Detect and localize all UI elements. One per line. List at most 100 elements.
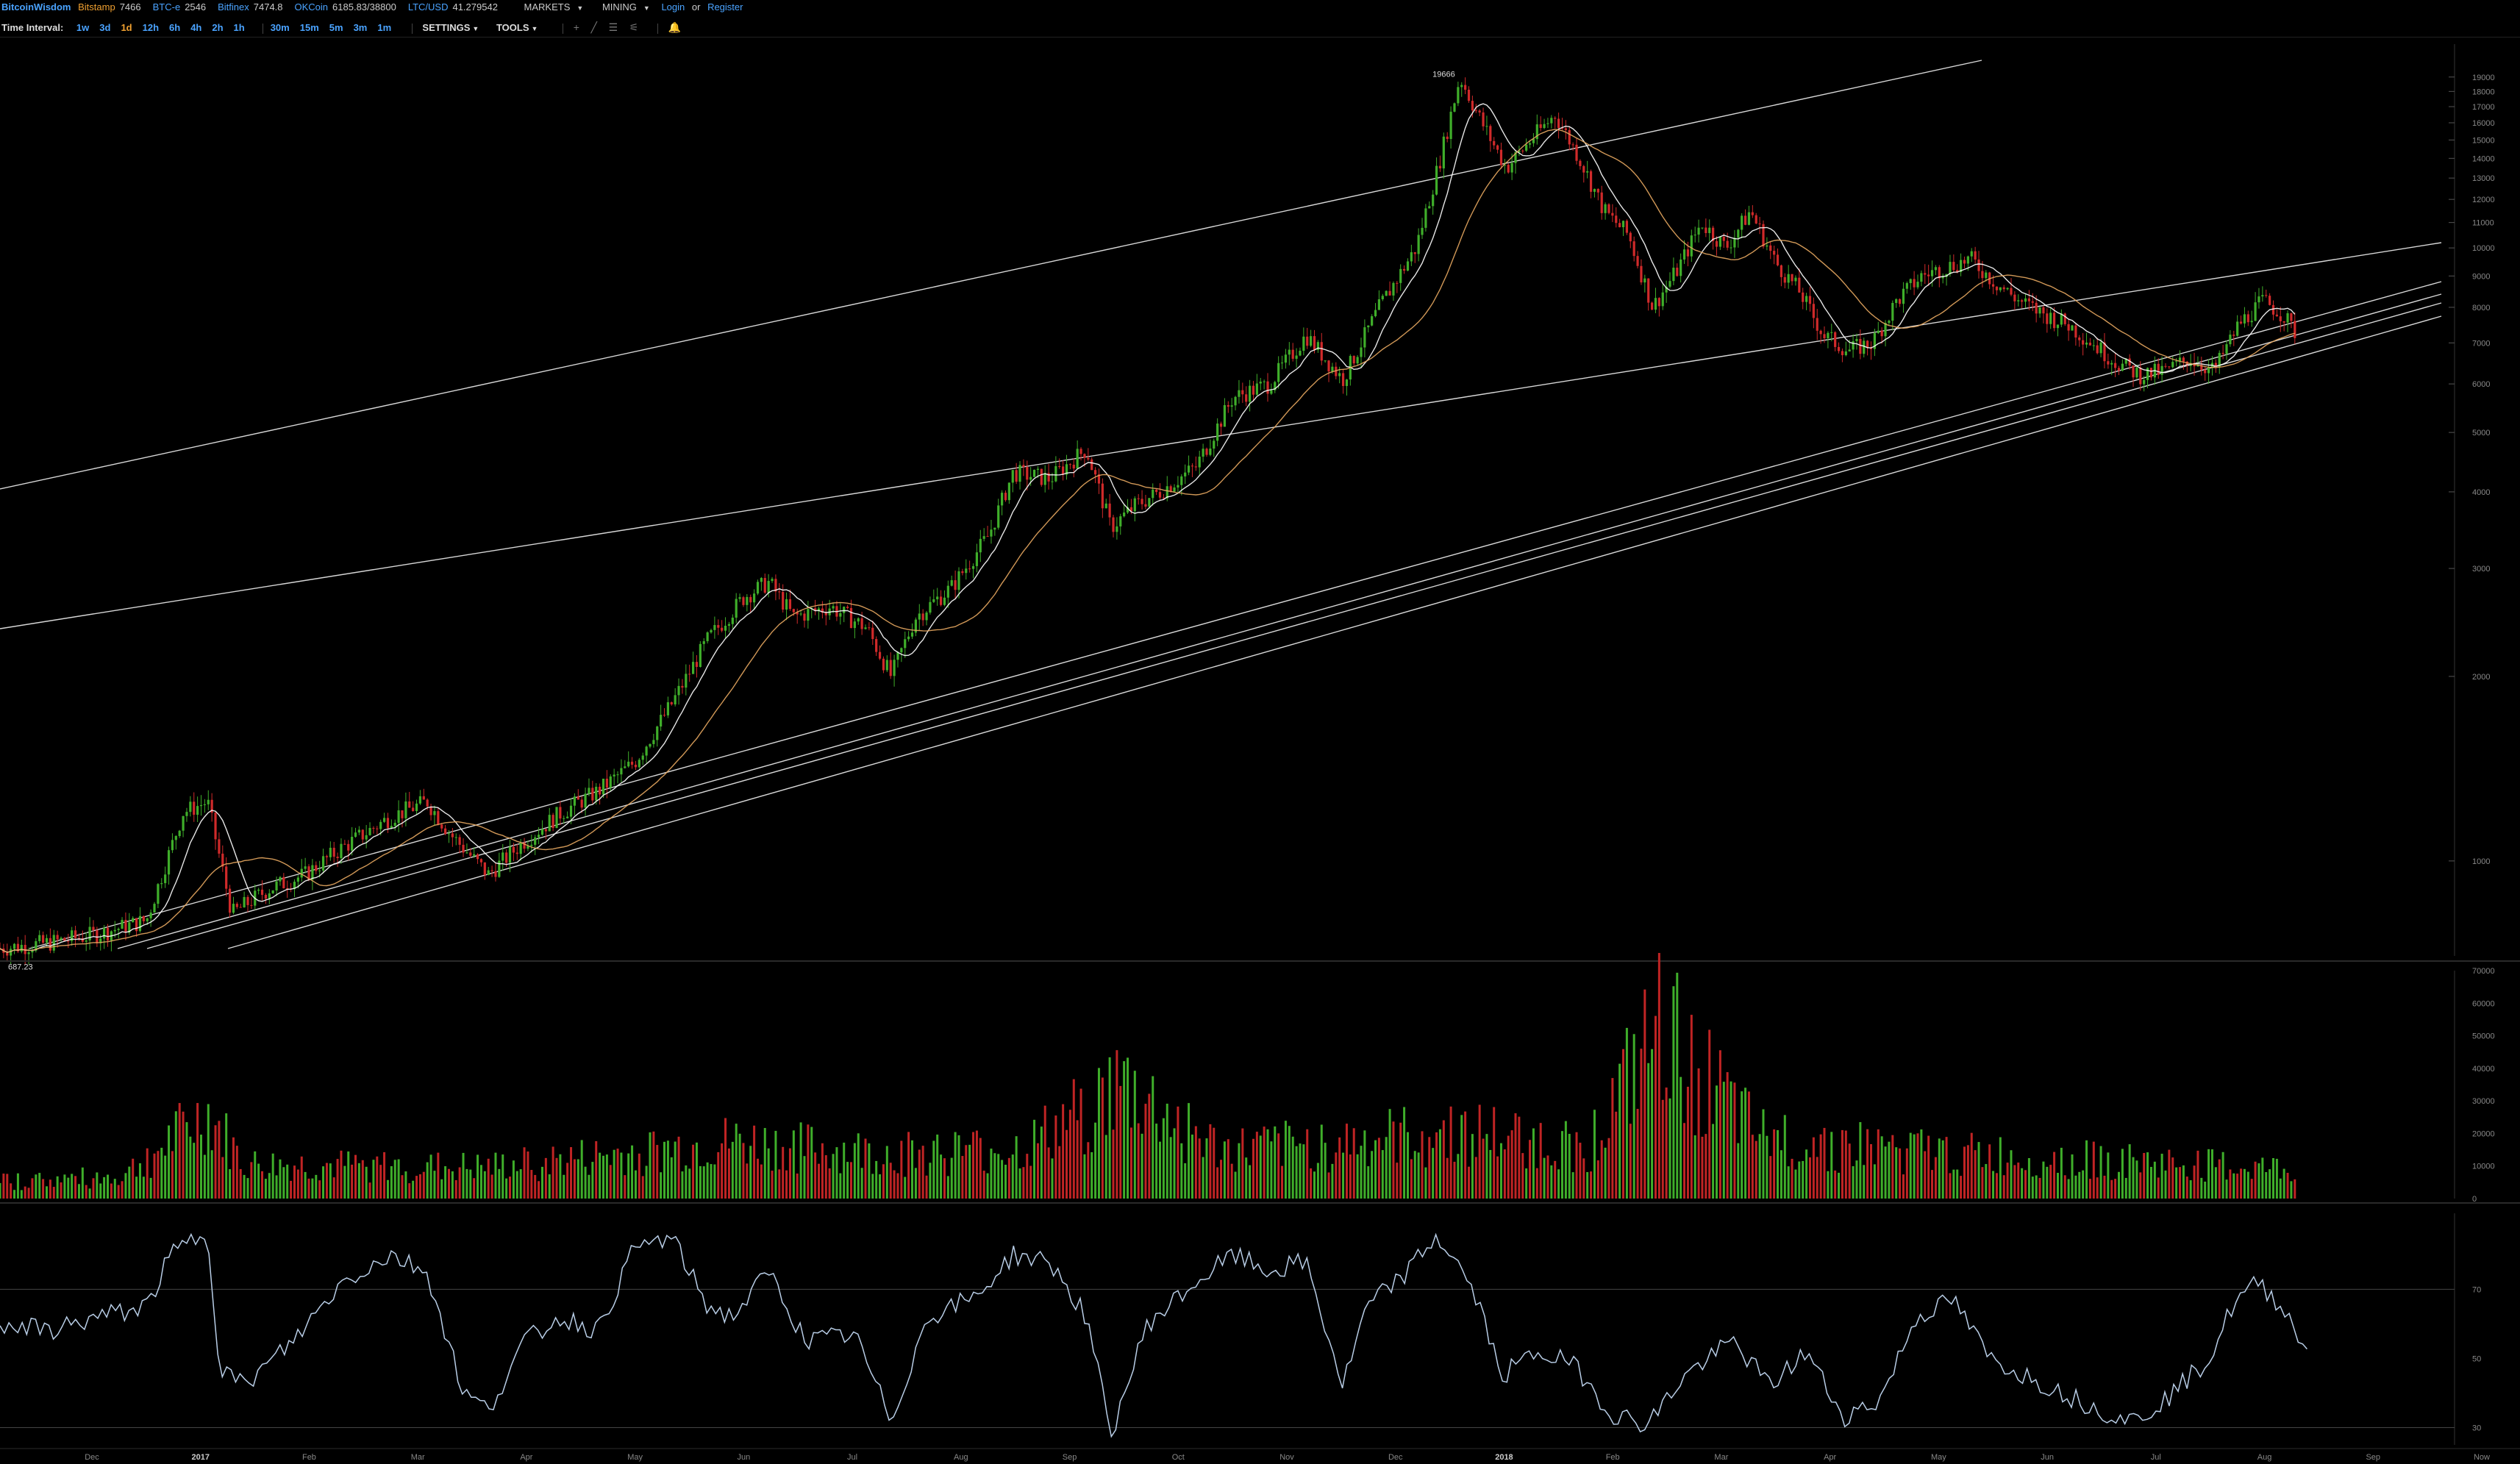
interval-button-1d[interactable]: 1d [121, 22, 132, 33]
volume-bar [2117, 1171, 2120, 1199]
candle-body [1701, 227, 1704, 229]
candle-body [1396, 282, 1399, 284]
price-tick-label: 19000 [2472, 74, 2495, 82]
candle-body [1773, 251, 1776, 255]
fib-icon[interactable]: ⚟ [629, 21, 639, 33]
volume-bar [1841, 1129, 1843, 1199]
candle-body [1108, 503, 1111, 518]
trend-line[interactable] [0, 60, 1982, 490]
candle-body [1213, 440, 1216, 449]
candle-body [1083, 454, 1086, 458]
volume-bar [702, 1166, 705, 1199]
candle-body [656, 726, 659, 740]
volume-bar [1636, 1109, 1639, 1199]
candle-body [1324, 360, 1327, 362]
interval-button-30m[interactable]: 30m [270, 22, 290, 33]
bell-icon[interactable]: 🔔 [668, 21, 681, 33]
candle-body [936, 596, 939, 600]
trend-line[interactable] [29, 281, 2442, 949]
trend-line[interactable] [227, 315, 2442, 949]
volume-bar [2067, 1179, 2070, 1199]
candle-body [1399, 268, 1402, 283]
candle-body [2269, 296, 2271, 305]
volume-bar [814, 1152, 817, 1199]
volume-bar [1787, 1166, 1790, 1199]
volume-bar [1011, 1154, 1014, 1199]
volume-bar [1665, 1087, 1668, 1199]
candle-body [782, 592, 785, 610]
line-icon[interactable]: ╱ [590, 21, 597, 33]
volume-bar [2128, 1144, 2131, 1199]
interval-button-1m[interactable]: 1m [377, 22, 392, 33]
interval-button-4h[interactable]: 4h [190, 22, 202, 33]
volume-bar [1931, 1170, 1934, 1199]
exchange-name-2[interactable]: Bitfinex [218, 1, 249, 13]
volume-bar [2053, 1151, 2056, 1199]
time-tick-label: Apr [1824, 1453, 1836, 1462]
tools-menu[interactable]: TOOLS ▼ [496, 20, 538, 37]
exchange-name-1[interactable]: BTC-e [152, 1, 181, 13]
register-link[interactable]: Register [707, 1, 743, 13]
interval-button-2h[interactable]: 2h [212, 22, 224, 33]
candle-body [2236, 321, 2239, 336]
interval-button-12h[interactable]: 12h [142, 22, 160, 33]
candle-body [2027, 298, 2030, 301]
candle-body [135, 918, 138, 932]
brand-logo[interactable]: BitcoinWisdom [1, 1, 71, 13]
markets-menu[interactable]: MARKETS ▼ [524, 0, 588, 15]
volume-bar [1040, 1126, 1043, 1199]
interval-button-3d[interactable]: 3d [99, 22, 111, 33]
mining-menu[interactable]: MINING ▼ [602, 0, 654, 15]
settings-menu-label: SETTINGS [422, 22, 471, 33]
exchange-name-3[interactable]: OKCoin [294, 1, 329, 13]
candle-body [1126, 507, 1129, 513]
candle-body [1335, 366, 1338, 376]
volume-bar [782, 1146, 785, 1199]
candle-body [1636, 256, 1639, 266]
volume-bar [1129, 1127, 1132, 1199]
candle-body [121, 920, 124, 929]
candle-body [1647, 278, 1650, 303]
volume-bar [796, 1173, 799, 1199]
candle-body [35, 940, 38, 951]
candle-body [1141, 499, 1143, 504]
volume-bar [85, 1185, 88, 1199]
exchange-price-2: 7474.8 [253, 1, 283, 13]
interval-button-3m[interactable]: 3m [353, 22, 368, 33]
volume-bar [1036, 1143, 1039, 1199]
volume-bar [1327, 1172, 1330, 1199]
trend-line[interactable] [146, 302, 2442, 949]
interval-button-1h[interactable]: 1h [233, 22, 245, 33]
volume-bar [1668, 1098, 1671, 1199]
settings-menu[interactable]: SETTINGS ▼ [422, 20, 479, 37]
crosshair-icon[interactable]: + [573, 21, 579, 33]
candle-body [1123, 513, 1126, 517]
interval-button-15m[interactable]: 15m [299, 22, 319, 33]
volume-bar [1755, 1140, 1757, 1199]
candle-body [1338, 373, 1341, 376]
volume-bar [71, 1174, 74, 1199]
candle-body [774, 579, 777, 592]
candle-body [1428, 206, 1431, 209]
login-link[interactable]: Login [661, 1, 685, 13]
volume-bar [1816, 1157, 1818, 1199]
volume-bar [699, 1165, 702, 1199]
volume-bar [149, 1177, 152, 1199]
interval-button-1w[interactable]: 1w [76, 22, 90, 33]
trend-line[interactable] [117, 293, 2442, 949]
candle-body [2060, 313, 2063, 325]
interval-button-5m[interactable]: 5m [329, 22, 343, 33]
candle-body [2067, 324, 2070, 331]
interval-button-6h[interactable]: 6h [169, 22, 181, 33]
exchange-name-0[interactable]: Bitstamp [78, 1, 115, 13]
volume-bar [246, 1178, 249, 1199]
volume-bar [645, 1165, 648, 1199]
volume-bar [810, 1126, 813, 1199]
volume-bar [2271, 1157, 2274, 1199]
exchange-name-4[interactable]: LTC/USD [407, 1, 449, 13]
channel-icon[interactable]: ☰ [608, 21, 618, 33]
volume-bar [1873, 1164, 1876, 1199]
trend-line[interactable] [0, 242, 2442, 629]
candle-body [1507, 165, 1510, 173]
